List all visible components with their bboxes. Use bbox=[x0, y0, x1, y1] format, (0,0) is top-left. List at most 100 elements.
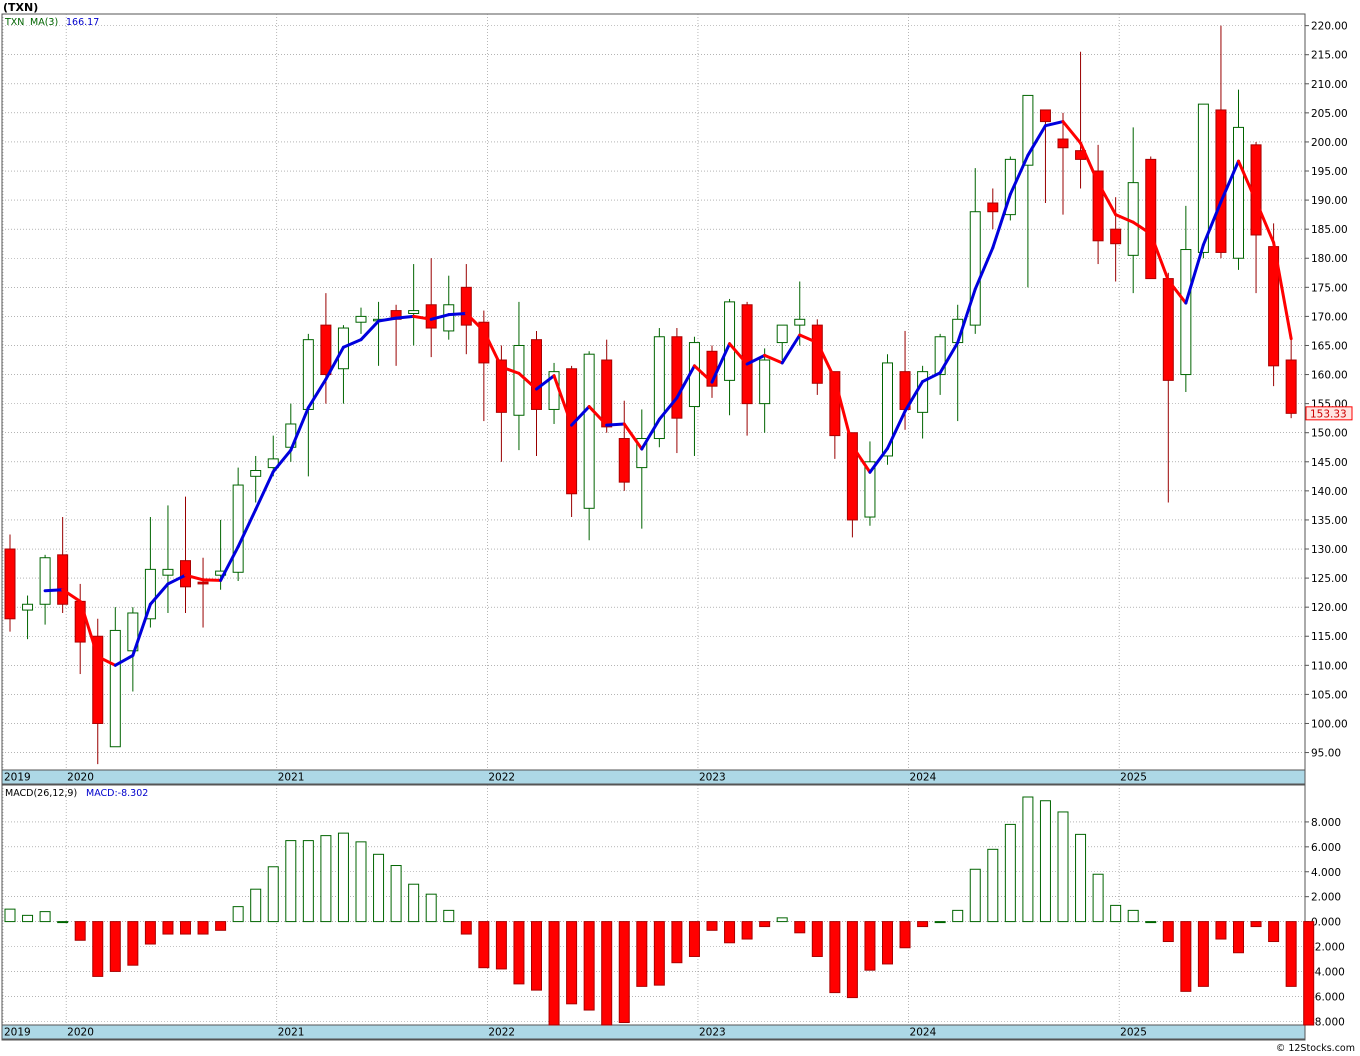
candle-body bbox=[1057, 138, 1069, 149]
ma3-segment bbox=[903, 380, 925, 413]
candle-body bbox=[1285, 359, 1297, 414]
price-year-label: 2025 bbox=[1120, 772, 1147, 784]
macd-bar bbox=[917, 921, 929, 928]
macd-bar bbox=[22, 914, 34, 923]
macd-bar bbox=[688, 921, 700, 957]
ma3-segment bbox=[464, 311, 486, 333]
candle-body bbox=[1162, 278, 1174, 381]
ma3-segment bbox=[1149, 232, 1170, 282]
ma3-segment bbox=[605, 422, 626, 427]
price-legend-ma-label: MA(3) bbox=[30, 17, 58, 28]
ma3-segment bbox=[956, 287, 977, 345]
candle-body bbox=[302, 339, 314, 410]
macd-bar bbox=[1127, 909, 1139, 923]
macd-bar bbox=[864, 921, 876, 971]
price-legend-symbol: TXN bbox=[4, 17, 24, 28]
ma3-segment bbox=[96, 655, 117, 667]
candle-body bbox=[1039, 109, 1051, 123]
ma3-segment bbox=[570, 405, 591, 427]
candle-body bbox=[109, 629, 121, 748]
macd-tick-label: 6.000 bbox=[1311, 842, 1341, 854]
price-tick-label: 100.00 bbox=[1311, 718, 1348, 730]
macd-bar bbox=[250, 888, 262, 923]
macd-bar bbox=[478, 921, 490, 969]
macd-bar bbox=[636, 921, 648, 987]
ma3-segment bbox=[745, 353, 767, 366]
price-tick-label: 210.00 bbox=[1311, 79, 1348, 91]
macd-bar bbox=[846, 921, 858, 999]
price-legend-ma-value: 166.17 bbox=[66, 17, 99, 28]
macd-bar bbox=[653, 921, 665, 986]
macd-bar bbox=[144, 921, 156, 945]
candle-body bbox=[197, 581, 209, 585]
price-year-label: 2024 bbox=[910, 772, 937, 784]
price-tick-label: 130.00 bbox=[1311, 544, 1348, 556]
macd-bar bbox=[425, 893, 437, 923]
candle-body bbox=[601, 359, 613, 428]
candle-body bbox=[618, 438, 630, 483]
macd-bar bbox=[355, 841, 367, 923]
ma3-segment bbox=[78, 599, 100, 659]
macd-bar bbox=[759, 921, 771, 928]
macd-bar bbox=[1162, 921, 1174, 943]
macd-bar bbox=[57, 921, 69, 924]
ma3-segment bbox=[815, 341, 837, 381]
price-x-ticks: 2019 2020 2021 2022 2023 2024 2025 bbox=[4, 772, 1147, 784]
watermark: © 12Stocks.com bbox=[1276, 1043, 1355, 1054]
macd-bar bbox=[390, 865, 402, 923]
price-year-label: 2019 bbox=[4, 772, 31, 784]
macd-bar bbox=[548, 921, 560, 1026]
ma3-segment bbox=[499, 365, 521, 375]
macd-tick-label: 4.000 bbox=[1311, 867, 1341, 879]
macd-bars bbox=[4, 796, 1315, 1026]
candle-body bbox=[1127, 182, 1139, 256]
macd-bar bbox=[741, 921, 753, 940]
macd-year-label: 2023 bbox=[699, 1027, 726, 1039]
macd-bar bbox=[109, 921, 121, 972]
candle-body bbox=[531, 339, 542, 410]
price-tick-label: 105.00 bbox=[1311, 689, 1348, 701]
ma3-segment bbox=[763, 353, 784, 365]
price-date-axis bbox=[1, 769, 1306, 785]
ma3-segment bbox=[991, 192, 1012, 250]
macd-bar bbox=[601, 921, 613, 1026]
price-tick-label: 120.00 bbox=[1311, 602, 1348, 614]
macd-tick-label: -4.000 bbox=[1311, 966, 1345, 978]
ma3-segment bbox=[640, 417, 661, 451]
macd-year-label: 2025 bbox=[1120, 1027, 1147, 1039]
ma3-segment bbox=[1079, 141, 1100, 185]
macd-bar bbox=[1215, 921, 1227, 940]
macd-tick-label: 8.000 bbox=[1311, 817, 1341, 829]
ma3-segment bbox=[692, 364, 714, 384]
macd-bar bbox=[583, 921, 595, 1011]
candle-body bbox=[636, 438, 648, 469]
macd-bar bbox=[4, 908, 16, 923]
ma3-segment bbox=[710, 342, 732, 384]
macd-bar bbox=[969, 868, 981, 923]
macd-x-ticks: 2019 2020 2021 2022 2023 2024 2025 bbox=[4, 1027, 1147, 1039]
macd-bar bbox=[408, 883, 420, 923]
price-tick-label: 95.00 bbox=[1311, 748, 1341, 760]
ma3-segment bbox=[973, 246, 995, 291]
macd-bar bbox=[1039, 800, 1051, 923]
macd-year-label: 2019 bbox=[4, 1027, 31, 1039]
candle-body bbox=[987, 202, 999, 213]
ma3-segment bbox=[886, 409, 907, 450]
price-tick-label: 135.00 bbox=[1311, 515, 1348, 527]
candle-body bbox=[759, 359, 771, 405]
price-tick-label: 185.00 bbox=[1311, 224, 1348, 236]
candle-body bbox=[776, 324, 788, 344]
macd-bar bbox=[1268, 921, 1280, 943]
ma3-segment bbox=[552, 374, 574, 427]
candle-body bbox=[741, 304, 753, 405]
macd-bar bbox=[1180, 921, 1192, 992]
ma3-segment bbox=[131, 602, 152, 657]
ma3-segment bbox=[780, 333, 802, 365]
ma3-segment bbox=[728, 342, 749, 366]
macd-bar bbox=[618, 921, 630, 1024]
ma3-segment bbox=[482, 329, 503, 369]
macd-bar bbox=[74, 921, 86, 941]
ma3-segment bbox=[675, 364, 696, 400]
candle-body bbox=[1180, 249, 1192, 376]
candle-body bbox=[355, 315, 367, 323]
